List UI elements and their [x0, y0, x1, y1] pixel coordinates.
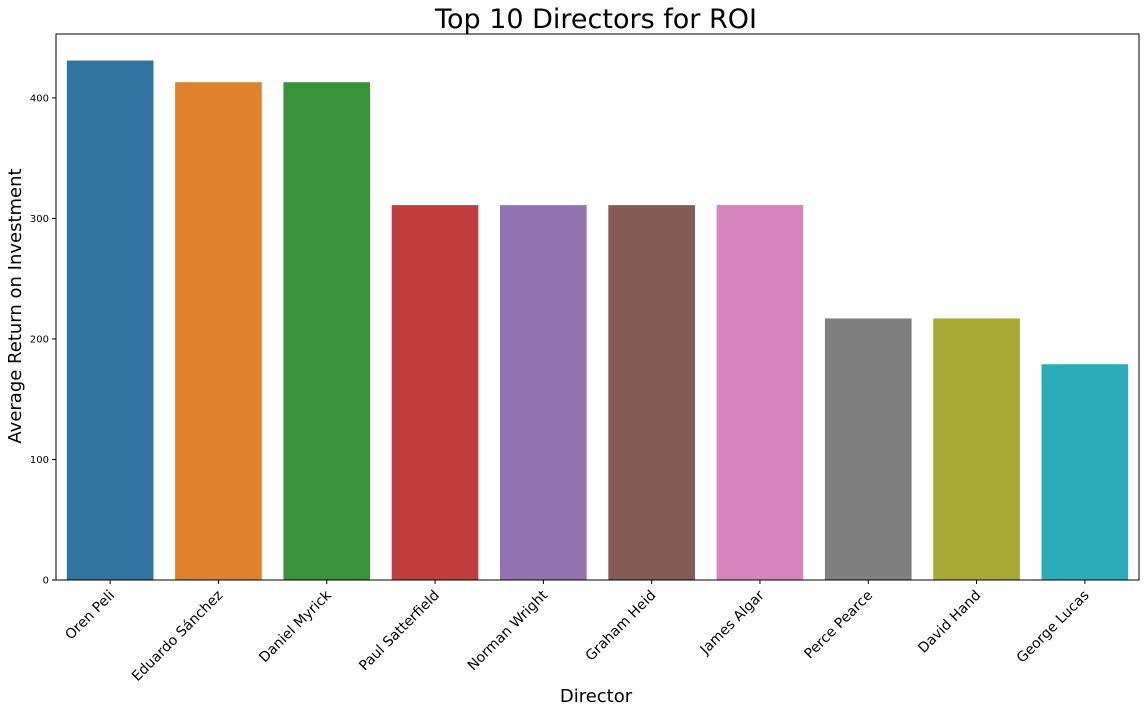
bar-7 — [716, 205, 804, 580]
x-tick-label: Eduardo Sánchez — [129, 588, 226, 685]
y-tick-label: 400 — [30, 93, 49, 104]
x-tick-label: George Lucas — [1014, 588, 1093, 667]
x-axis-label: Director — [560, 686, 633, 707]
x-tick-label: Daniel Myrick — [256, 587, 335, 666]
axes-layer — [55, 33, 1140, 581]
y-axis-ticks: 0 100 200 300 400 — [30, 93, 56, 587]
x-tick-label: Graham Heid — [583, 588, 660, 665]
x-tick-label: Oren Peli — [62, 588, 118, 644]
y-axis-label: Average Return on Investment — [5, 168, 26, 443]
y-tick-label: 300 — [30, 214, 49, 225]
bar-3 — [283, 82, 371, 581]
chart-title: Top 10 Directors for ROI — [434, 4, 757, 35]
x-tick-label: James Algar — [697, 587, 768, 658]
plot-frame — [55, 33, 1140, 581]
bar-6 — [608, 205, 695, 580]
bar-2 — [175, 82, 262, 581]
bar-8 — [824, 318, 912, 580]
x-tick-label: Perce Pearce — [801, 588, 876, 663]
bar-9 — [933, 318, 1020, 580]
bar-4 — [391, 205, 479, 580]
bar-10 — [1041, 364, 1129, 580]
bars-layer — [66, 60, 1129, 581]
x-tick-label: David Hand — [915, 588, 984, 657]
x-axis-ticks: Oren Peli Eduardo Sánchez Daniel Myrick Pau… — [62, 580, 1093, 685]
bar-1 — [66, 60, 154, 580]
y-tick-label: 100 — [30, 455, 49, 466]
x-tick-label: Paul Satterfield — [356, 588, 443, 675]
bar-5 — [500, 205, 587, 580]
x-tick-label: Norman Wright — [465, 587, 552, 674]
y-tick-label: 200 — [30, 334, 49, 345]
y-tick-label: 0 — [43, 576, 49, 587]
